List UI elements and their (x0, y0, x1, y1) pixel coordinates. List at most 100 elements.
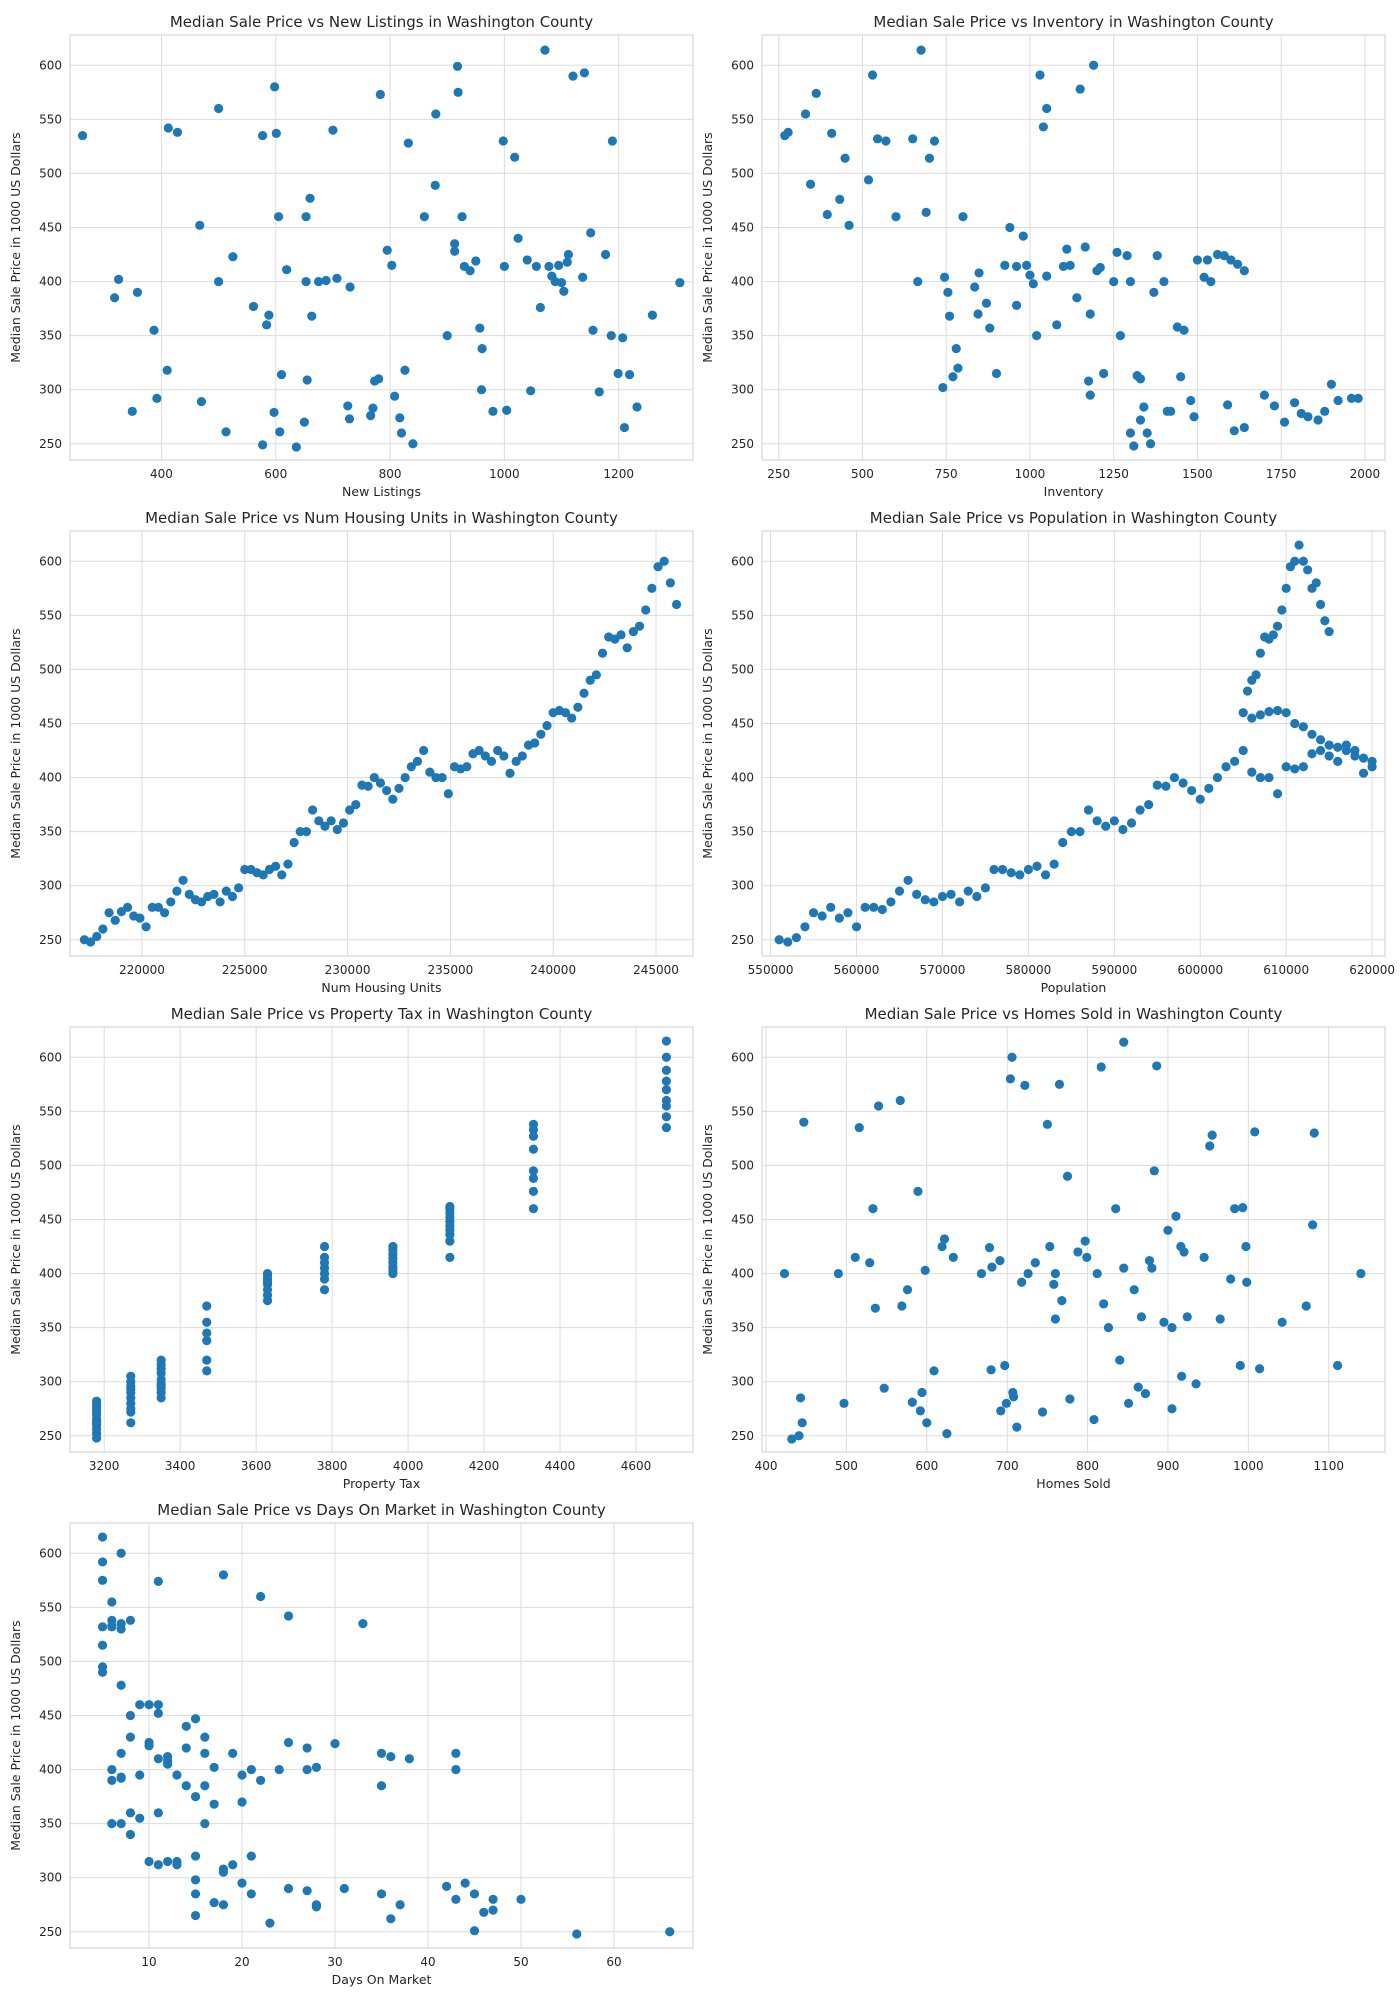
data-point (1313, 415, 1323, 425)
y-axis-label: Median Sale Price in 1000 US Dollars (8, 1620, 23, 1850)
data-point (363, 781, 373, 791)
data-point (221, 886, 231, 896)
data-point (511, 756, 521, 766)
scatter-points (774, 540, 1377, 947)
data-point (1140, 1389, 1151, 1399)
x-tick-label: 60 (606, 1955, 621, 1969)
data-point (1125, 428, 1136, 438)
data-point (258, 130, 268, 141)
data-point (343, 401, 353, 411)
data-point (228, 252, 238, 262)
data-point (132, 287, 143, 297)
data-point (1049, 859, 1059, 869)
data-point (135, 1700, 145, 1710)
data-point (275, 427, 285, 437)
data-point (1308, 1220, 1318, 1230)
data-point (1324, 751, 1334, 761)
data-point (202, 1301, 212, 1311)
data-point (953, 363, 963, 373)
data-point (1152, 780, 1162, 790)
data-point (234, 883, 244, 893)
data-point (1101, 821, 1111, 831)
data-point (488, 1905, 498, 1915)
data-point (215, 897, 225, 907)
data-point (916, 45, 926, 55)
chart-title: Median Sale Price vs New Listings in Was… (170, 13, 593, 31)
data-point (924, 153, 935, 163)
data-point (450, 246, 460, 256)
y-tick-label: 400 (39, 771, 62, 785)
data-point (1001, 1398, 1011, 1408)
data-point (1309, 1128, 1319, 1138)
data-point (196, 397, 207, 407)
y-tick-label: 550 (731, 608, 754, 622)
data-point (774, 935, 784, 945)
x-axis-label: New Listings (342, 484, 421, 499)
data-point (276, 369, 287, 380)
x-tick-label: 600 (915, 1459, 938, 1473)
data-point (833, 1268, 843, 1279)
x-tick-label: 20 (234, 1955, 249, 1969)
data-point (1264, 706, 1274, 717)
data-point (493, 745, 503, 756)
data-point (1011, 261, 1022, 272)
data-point (91, 1418, 102, 1428)
data-point (542, 721, 552, 731)
y-tick-label: 400 (731, 275, 754, 289)
data-point (351, 800, 361, 810)
data-point (1042, 271, 1052, 281)
data-point (528, 1186, 539, 1196)
data-point (441, 1881, 452, 1891)
data-point (1277, 1317, 1287, 1327)
x-tick-label: 40 (420, 1955, 435, 1969)
data-point (1254, 1364, 1265, 1374)
scatter-points (77, 45, 685, 452)
data-point (1233, 259, 1243, 269)
data-point (274, 1764, 284, 1775)
data-point (412, 756, 423, 766)
data-point (1315, 735, 1326, 745)
data-point (1167, 1323, 1177, 1333)
data-point (190, 1792, 201, 1802)
data-point (661, 1076, 672, 1086)
data-point (320, 821, 330, 831)
y-tick-label: 600 (39, 58, 62, 72)
data-point (283, 1611, 294, 1621)
data-point (894, 886, 905, 896)
data-point (386, 1914, 396, 1924)
data-point (1204, 783, 1214, 793)
data-point (591, 670, 601, 680)
data-point (85, 937, 96, 947)
data-point (797, 1418, 807, 1428)
data-point (153, 902, 164, 912)
data-point (181, 1743, 191, 1753)
data-point (1251, 670, 1261, 680)
data-point (632, 402, 642, 412)
data-point (1035, 70, 1045, 80)
data-point (1353, 393, 1363, 403)
data-point (1315, 599, 1326, 610)
data-point (1226, 255, 1236, 265)
data-point (330, 1739, 340, 1749)
data-point (1301, 1301, 1311, 1311)
data-point (895, 1095, 905, 1106)
data-point (1226, 1274, 1236, 1284)
data-point (97, 1575, 108, 1585)
data-point (854, 1122, 864, 1133)
data-point (1333, 742, 1343, 752)
data-point (366, 411, 376, 421)
data-point (536, 729, 546, 739)
data-point (1085, 309, 1095, 319)
data-point (480, 751, 490, 761)
data-point (1272, 789, 1283, 799)
data-point (1179, 325, 1189, 335)
x-tick-label: 50 (513, 1955, 528, 1969)
data-point (1199, 272, 1209, 282)
data-point (1255, 648, 1265, 658)
plot-area (762, 531, 1385, 956)
plot-area (70, 35, 693, 460)
data-point (572, 1929, 582, 1939)
data-point (665, 578, 675, 588)
data-point (209, 889, 219, 899)
data-point (469, 1889, 480, 1899)
